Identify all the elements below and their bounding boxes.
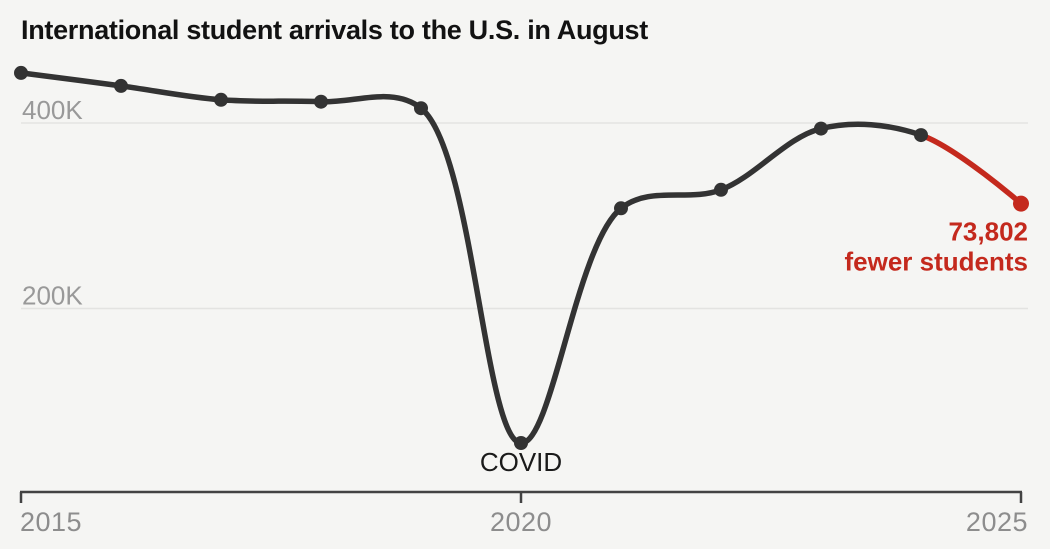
data-point-dot: [814, 121, 828, 136]
covid-annotation-label: COVID: [480, 447, 562, 477]
data-point-dot: [614, 201, 628, 216]
x-axis-tick-label: 2025: [966, 507, 1028, 537]
y-gridline-label: 400K: [22, 95, 83, 125]
arrivals-line: [18, 70, 924, 446]
y-gridline-label: 200K: [22, 281, 83, 311]
x-axis: 2015 2020 2025: [19, 490, 1028, 537]
decline-annotation-value: 73,802: [948, 217, 1028, 247]
x-axis-tick-label: 2015: [20, 507, 82, 537]
x-axis-tick-label: 2020: [490, 507, 552, 537]
data-points: [14, 65, 1029, 450]
data-point-dot: [414, 101, 428, 116]
data-point-dot: [114, 78, 128, 93]
data-point-dot-highlight: [1013, 195, 1029, 212]
data-point-dot: [314, 94, 328, 109]
data-point-dot: [214, 92, 228, 107]
chart-title: International student arrivals to the U.…: [21, 15, 648, 45]
data-point-dot: [914, 128, 928, 143]
data-point-dot: [514, 436, 528, 450]
arrivals-line-highlight: [918, 132, 1024, 207]
decline-annotation-label: fewer students: [845, 247, 1029, 277]
data-point-dot: [714, 182, 728, 197]
data-point-dot: [14, 65, 28, 80]
